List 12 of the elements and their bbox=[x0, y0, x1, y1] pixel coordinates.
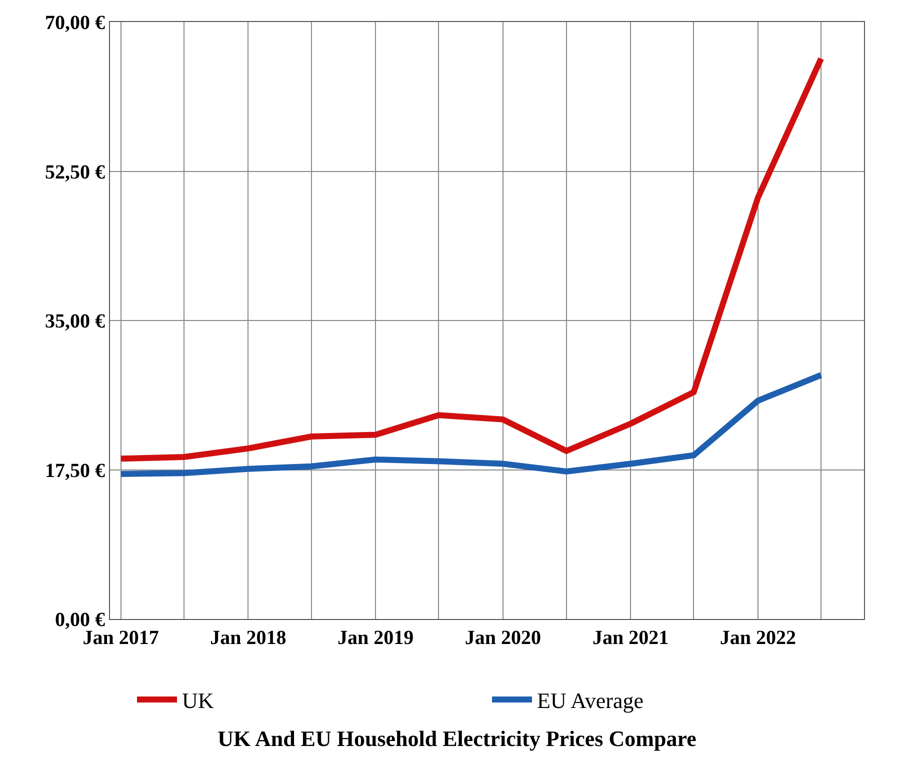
x-tick-label: Jan 2021 bbox=[592, 627, 669, 649]
x-tick-label: Jan 2019 bbox=[337, 627, 414, 649]
y-tick-label: 52,50 € bbox=[45, 161, 105, 184]
y-tick-label: 17,50 € bbox=[45, 460, 105, 482]
x-tick-label: Jan 2020 bbox=[464, 627, 541, 649]
y-tick-label: 70,00 € bbox=[45, 12, 105, 34]
text: UK And EU Household Electricity Prices Compare bbox=[218, 726, 697, 751]
legend-label: EU Average bbox=[537, 688, 644, 714]
x-tick-label: Jan 2022 bbox=[720, 627, 796, 649]
y-tick-label: 35,00 € bbox=[45, 310, 105, 332]
x-tick-label: Jan 2018 bbox=[210, 627, 286, 649]
legend-label: UK bbox=[182, 688, 214, 714]
